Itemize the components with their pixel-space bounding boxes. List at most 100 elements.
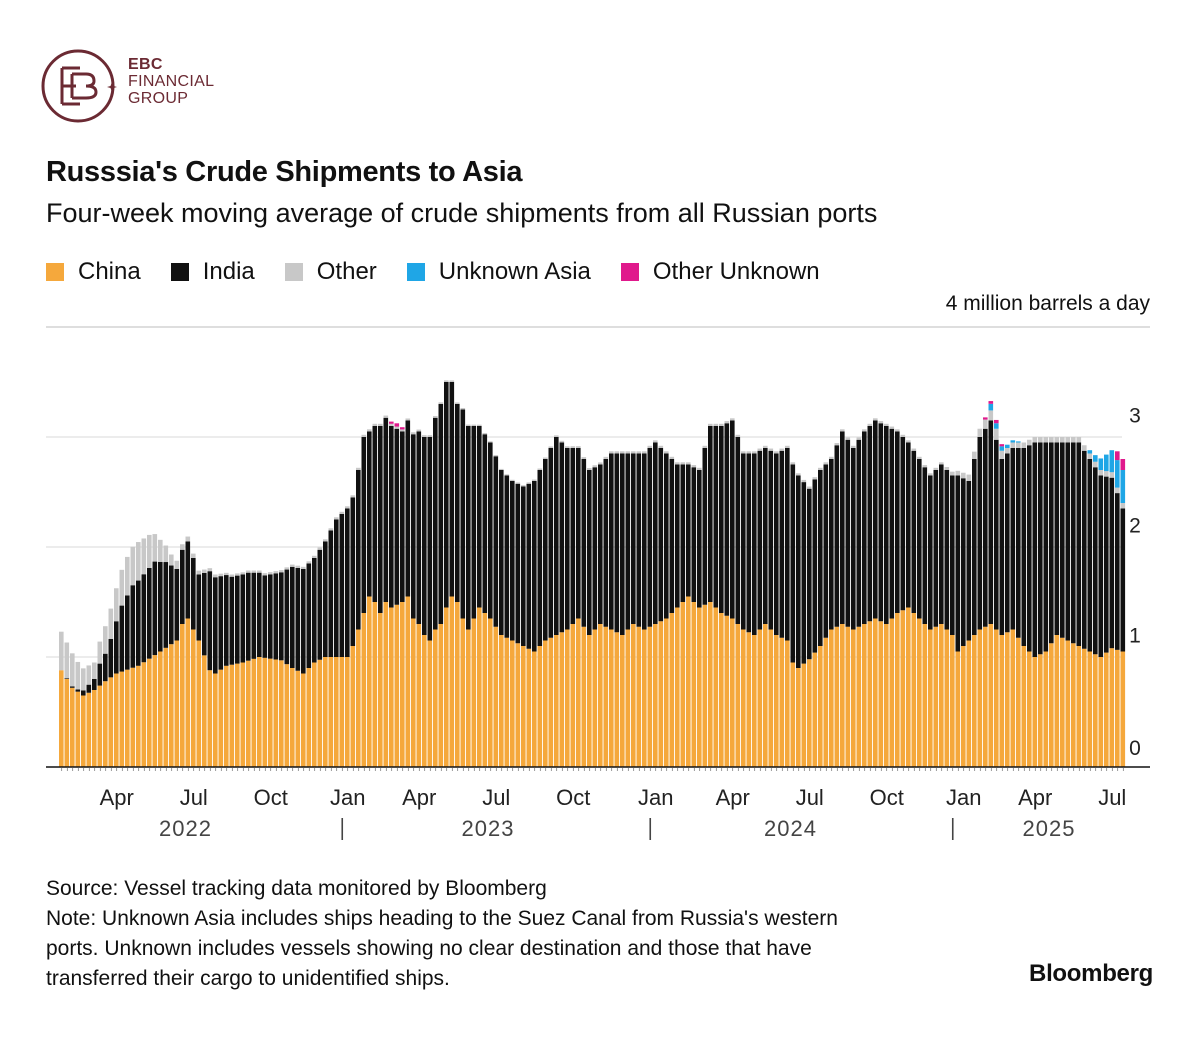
bar-other bbox=[768, 448, 774, 451]
bar-china bbox=[1038, 654, 1043, 767]
bar-india bbox=[141, 574, 147, 663]
x-year-label: 2025 bbox=[1023, 816, 1076, 841]
bar-india bbox=[724, 423, 730, 616]
bar-other bbox=[1104, 471, 1109, 477]
bar-china bbox=[592, 629, 598, 767]
bar-china bbox=[81, 695, 86, 767]
bar-other bbox=[334, 517, 339, 520]
bar-other bbox=[158, 539, 163, 562]
bar-india bbox=[449, 382, 455, 597]
bar-china bbox=[1076, 646, 1082, 767]
bar-other bbox=[658, 445, 664, 448]
bar-india bbox=[1098, 475, 1104, 657]
bar-india bbox=[950, 475, 955, 635]
bar-india bbox=[565, 448, 570, 630]
bar-china bbox=[708, 602, 713, 767]
bar-china bbox=[587, 635, 592, 767]
bar-india bbox=[708, 426, 713, 602]
bar-india bbox=[389, 426, 394, 608]
bar-india bbox=[829, 459, 834, 630]
bar-china bbox=[196, 640, 202, 767]
bar-china bbox=[856, 626, 862, 767]
bar-china bbox=[301, 673, 306, 767]
bar-india bbox=[757, 450, 763, 630]
bar-other bbox=[141, 538, 147, 575]
bar-other bbox=[427, 435, 433, 438]
bar-other bbox=[130, 546, 136, 586]
bar-other bbox=[383, 415, 389, 418]
bar-india bbox=[664, 453, 669, 619]
bar-india bbox=[323, 541, 328, 657]
bar-other bbox=[229, 574, 235, 577]
bar-china bbox=[312, 662, 317, 767]
bar-other bbox=[807, 486, 812, 489]
bar-india bbox=[878, 423, 884, 622]
bar-other bbox=[268, 572, 273, 575]
bar-other bbox=[482, 432, 488, 435]
bar-india bbox=[625, 453, 631, 630]
chart-title: Russsia's Crude Shipments to Asia bbox=[46, 156, 523, 188]
bar-china bbox=[680, 602, 686, 767]
bar-other bbox=[180, 544, 185, 550]
bar-other bbox=[719, 423, 724, 426]
bar-india bbox=[911, 450, 917, 613]
bar-china bbox=[724, 615, 730, 767]
bar-other bbox=[961, 472, 966, 479]
bar-china bbox=[642, 629, 647, 767]
bar-india bbox=[851, 448, 856, 630]
bar-other bbox=[779, 448, 785, 451]
bar-other bbox=[323, 539, 328, 542]
bar-other bbox=[1093, 461, 1098, 468]
x-month-label: Apr bbox=[100, 785, 134, 810]
bar-india bbox=[543, 459, 548, 641]
bar-other bbox=[312, 555, 317, 558]
bar-other bbox=[691, 465, 697, 468]
bar-india bbox=[246, 572, 251, 661]
bar-unknown-asia bbox=[1115, 460, 1120, 488]
bar-india bbox=[834, 445, 840, 627]
bar-unknown-asia bbox=[994, 423, 999, 429]
bar-china bbox=[955, 651, 961, 767]
bar-india bbox=[328, 530, 334, 657]
bar-india bbox=[493, 456, 499, 627]
bar-india bbox=[636, 453, 642, 627]
bloomberg-brand: Bloomberg bbox=[1029, 960, 1153, 987]
bar-india bbox=[130, 585, 136, 668]
bar-china bbox=[790, 662, 796, 767]
bar-other bbox=[845, 437, 851, 440]
bar-india bbox=[372, 426, 378, 602]
bar-other bbox=[411, 432, 416, 435]
bar-china bbox=[576, 618, 581, 767]
bar-other bbox=[977, 428, 983, 437]
bar-other bbox=[317, 547, 323, 550]
bar-india bbox=[746, 453, 752, 633]
bar-india bbox=[174, 569, 180, 641]
bar-india bbox=[812, 479, 818, 653]
legend-swatch-india bbox=[170, 263, 189, 281]
bar-other bbox=[70, 653, 75, 687]
bar-india bbox=[928, 475, 933, 630]
bar-china bbox=[92, 690, 97, 767]
bar-other bbox=[1010, 442, 1016, 448]
bar-other bbox=[543, 457, 548, 459]
bar-india bbox=[559, 442, 565, 633]
bar-other bbox=[202, 569, 207, 573]
bar-china bbox=[873, 618, 878, 767]
bar-other bbox=[631, 451, 636, 454]
bar-other bbox=[917, 456, 922, 459]
bar-other bbox=[532, 479, 537, 481]
bar-other bbox=[1087, 453, 1093, 459]
bar-china bbox=[345, 657, 350, 767]
bar-china bbox=[565, 629, 570, 767]
bar-other bbox=[273, 571, 279, 574]
bar-india bbox=[669, 459, 675, 613]
bar-other bbox=[944, 466, 950, 470]
bar-china bbox=[147, 658, 152, 767]
bar-india bbox=[163, 562, 169, 648]
bar-other bbox=[1021, 442, 1027, 448]
bar-india bbox=[438, 404, 444, 624]
bar-china bbox=[939, 624, 944, 767]
bar-other bbox=[620, 451, 625, 454]
bar-india bbox=[620, 453, 625, 635]
bar-china bbox=[900, 610, 906, 767]
